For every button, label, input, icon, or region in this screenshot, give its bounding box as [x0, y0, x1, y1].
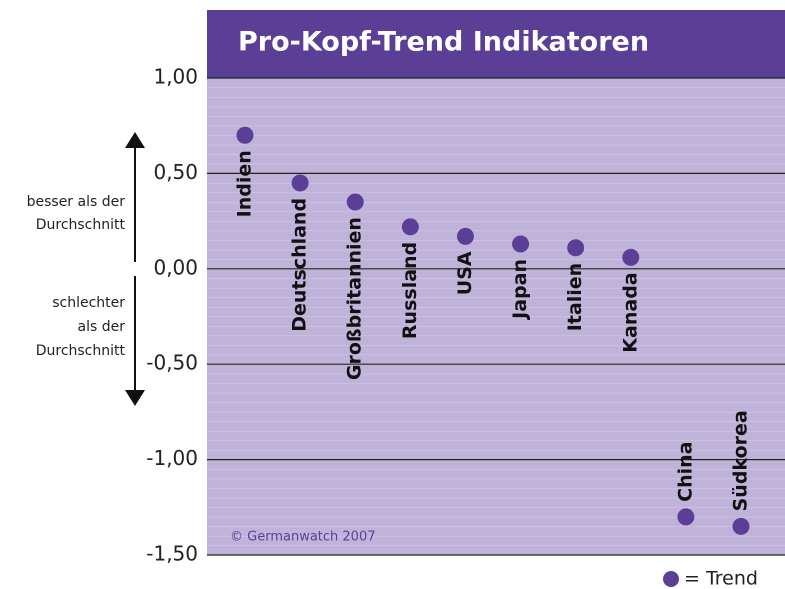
chart-title: Pro-Kopf-Trend Indikatoren	[238, 27, 649, 58]
dot	[236, 126, 254, 144]
dot	[512, 235, 530, 253]
y-tick-label: -1,50	[146, 542, 198, 566]
dot	[291, 174, 309, 192]
y-tick-label: 0,00	[153, 255, 198, 279]
legend-marker	[663, 571, 679, 587]
category-label: Kanada	[619, 272, 641, 352]
category-label: Russland	[399, 242, 421, 339]
category-label: Indien	[234, 150, 256, 217]
category-label: USA	[454, 251, 476, 295]
annotation: Durchschnitt	[36, 343, 126, 359]
annotation: Durchschnitt	[36, 217, 126, 233]
category-label: China	[674, 441, 696, 501]
dot	[677, 508, 695, 526]
dot	[456, 227, 474, 245]
title-bar	[207, 10, 785, 78]
y-tick-label: -0,50	[146, 351, 198, 375]
annotation: besser als der	[27, 194, 126, 210]
copyright: © Germanwatch 2007	[230, 530, 376, 545]
category-label: Großbritannien	[344, 217, 366, 380]
dot	[401, 218, 419, 236]
category-label: Deutschland	[289, 198, 311, 332]
category-label: Italien	[564, 263, 586, 331]
y-tick-label: -1,00	[146, 446, 198, 470]
category-label: Südkorea	[730, 410, 752, 511]
dot	[346, 193, 364, 211]
legend-label: = Trend	[684, 568, 758, 589]
y-tick-label: 1,00	[153, 65, 198, 89]
dot	[567, 239, 585, 257]
category-label: Japan	[509, 259, 531, 321]
dot	[622, 248, 640, 266]
minor-grid	[207, 78, 785, 555]
y-tick-label: 0,50	[153, 160, 198, 184]
annotation: schlechter	[52, 295, 125, 311]
annotation: als der	[78, 319, 126, 335]
dot	[732, 517, 750, 535]
